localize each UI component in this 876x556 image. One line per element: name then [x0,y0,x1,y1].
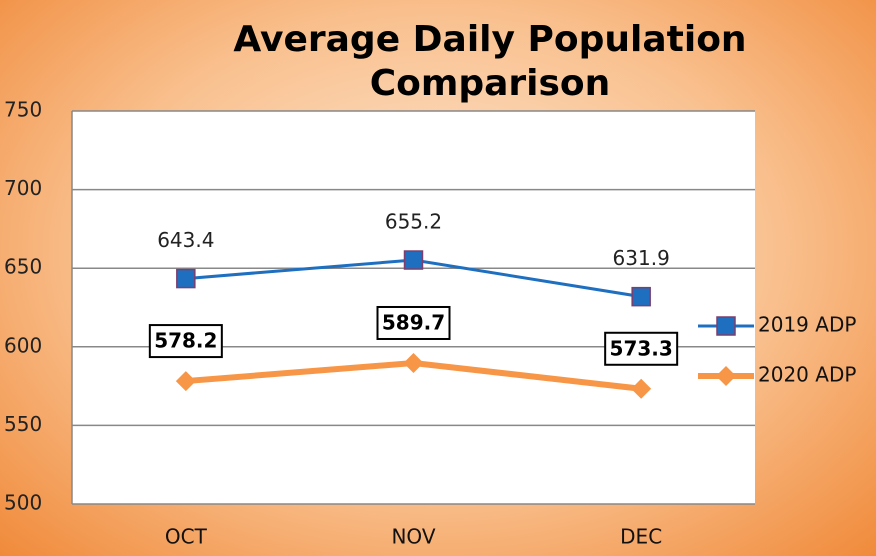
y-tick-label: 500 [4,491,42,515]
data-label: 643.4 [157,228,214,252]
data-label-box [376,305,451,340]
data-label: 589.7 [382,310,445,334]
y-tick-label: 700 [4,176,42,200]
y-tick-label: 550 [4,412,42,436]
data-point [631,378,652,399]
data-label-box [148,324,223,359]
y-tick-label: 600 [4,333,42,357]
data-point [631,286,651,307]
y-tick-label: 650 [4,255,42,279]
legend-label: 2019 ADP [758,313,856,337]
data-label-box [604,331,679,366]
data-label: 573.3 [610,336,673,360]
y-tick-label: 750 [4,98,42,122]
data-label: 655.2 [385,210,442,234]
legend-marker [716,366,736,386]
x-tick-label: OCT [165,525,208,549]
data-point [176,268,196,289]
chart-title: Average Daily Population Comparison [233,19,747,104]
x-tick-label: DEC [620,525,662,549]
data-point [403,250,424,270]
x-tick-label: NOV [391,525,435,549]
data-label: 578.2 [154,329,217,353]
data-point [175,371,196,392]
data-label: 631.9 [613,246,670,270]
legend-marker [716,316,736,336]
data-point [403,352,424,373]
legend-label: 2020 ADP [758,363,856,387]
